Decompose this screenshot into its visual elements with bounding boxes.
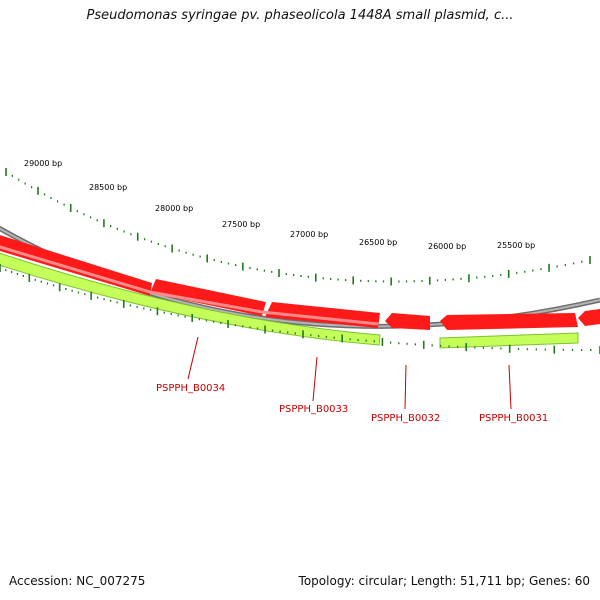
forward-gene-track: [0, 235, 600, 330]
cds-block-2[interactable]: [439, 332, 579, 349]
gene-block-6[interactable]: [578, 309, 600, 326]
tick-label-26000: 26000 bp: [428, 242, 466, 251]
gene-labels: PSPPH_B0034 PSPPH_B0033 PSPPH_B0032 PSPP…: [156, 336, 548, 424]
tick-label-29000: 29000 bp: [24, 159, 62, 168]
tick-labels: 29000 bp 28500 bp 28000 bp 27500 bp 2700…: [24, 159, 535, 251]
tick-marks: [0, 168, 600, 354]
tick-label-25500: 25500 bp: [497, 241, 535, 250]
gene-block-5[interactable]: [440, 313, 578, 330]
map-title: Pseudomonas syringae pv. phaseolicola 14…: [86, 8, 514, 23]
gene-label-b0031[interactable]: PSPPH_B0031: [479, 413, 548, 424]
accession-text: Accession: NC_007275: [9, 574, 146, 588]
summary-text: Topology: circular; Length: 51,711 bp; G…: [298, 574, 590, 588]
gene-label-b0032[interactable]: PSPPH_B0032: [371, 413, 440, 424]
tick-label-27500: 27500 bp: [222, 220, 260, 229]
gene-label-b0034[interactable]: PSPPH_B0034: [156, 383, 225, 394]
gene-label-b0033[interactable]: PSPPH_B0033: [279, 404, 348, 415]
tick-label-26500: 26500 bp: [359, 238, 397, 247]
tick-label-28000: 28000 bp: [155, 204, 193, 213]
tick-label-27000: 27000 bp: [290, 230, 328, 239]
gene-block-4[interactable]: [385, 313, 430, 330]
tick-label-28500: 28500 bp: [89, 183, 127, 192]
